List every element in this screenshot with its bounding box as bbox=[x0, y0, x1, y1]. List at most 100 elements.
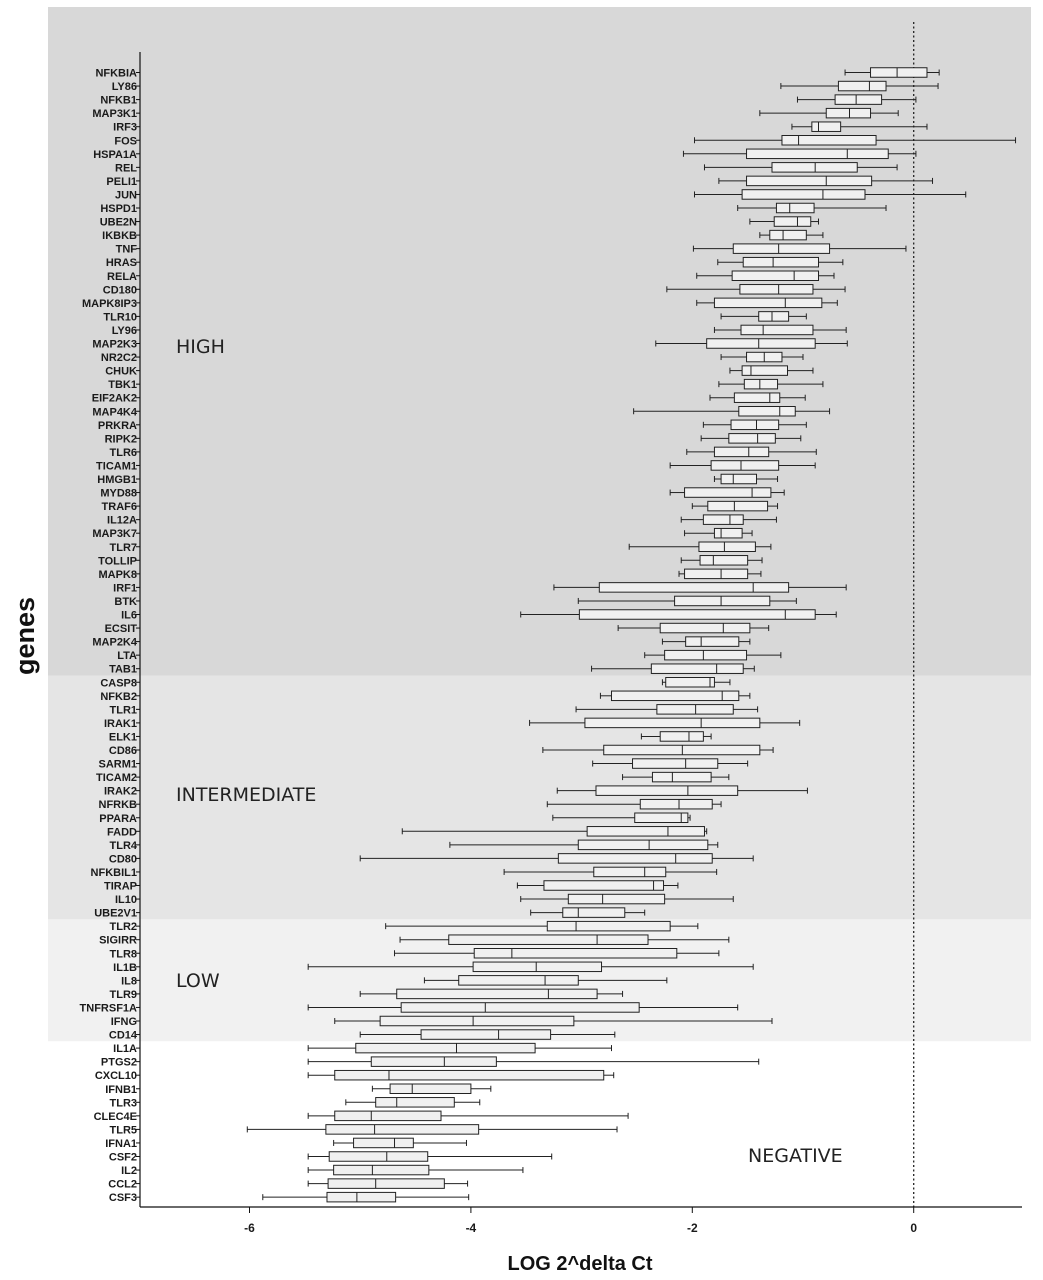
iqr-box-rel bbox=[771, 162, 858, 173]
box-ripk2 bbox=[700, 433, 802, 444]
iqr-box-hspd1 bbox=[775, 202, 815, 214]
gene-label-il1a: IL1A bbox=[113, 1043, 137, 1055]
iqr-box-ly86 bbox=[837, 80, 887, 92]
iqr-box-il1a bbox=[355, 1042, 536, 1054]
gene-label-tab1: TAB1 bbox=[109, 664, 137, 676]
box-tollip bbox=[680, 555, 763, 566]
zone-label-low: LOW bbox=[176, 970, 220, 992]
gene-label-hmgb1: HMGB1 bbox=[97, 474, 137, 486]
box-ly96 bbox=[713, 324, 847, 336]
gene-label-ube2n: UBE2N bbox=[100, 217, 137, 229]
iqr-box-tlr1 bbox=[656, 704, 734, 715]
gene-label-clec4e: CLEC4E bbox=[94, 1111, 137, 1123]
box-ikbkb bbox=[759, 229, 824, 241]
gene-label-elk1: ELK1 bbox=[109, 731, 137, 743]
gene-label-hspa1a: HSPA1A bbox=[93, 149, 137, 161]
iqr-box-il2 bbox=[333, 1164, 430, 1176]
iqr-box-ticam2 bbox=[651, 771, 712, 783]
iqr-box-tnfrsf1a bbox=[400, 1002, 640, 1013]
box-ly86 bbox=[780, 80, 939, 92]
gene-label-irf3: IRF3 bbox=[113, 122, 137, 134]
gene-label-jun: JUN bbox=[115, 189, 137, 201]
iqr-box-chuk bbox=[741, 365, 789, 376]
gene-label-map3k7: MAP3K7 bbox=[92, 528, 137, 540]
gene-label-hras: HRAS bbox=[106, 257, 137, 269]
gene-label-ly96: LY96 bbox=[112, 325, 137, 337]
iqr-box-ripk2 bbox=[728, 433, 776, 444]
x-tick-label: -4 bbox=[466, 1221, 477, 1235]
box-nfrkb bbox=[546, 798, 722, 810]
box-fadd bbox=[401, 826, 708, 837]
box-tnf bbox=[692, 243, 907, 254]
x-axis: -6 -4 -2 0 bbox=[140, 1206, 1022, 1235]
gene-label-fos: FOS bbox=[114, 135, 137, 147]
iqr-box-il6 bbox=[578, 609, 816, 620]
box-ifnb1 bbox=[371, 1083, 492, 1094]
box-sarm1 bbox=[592, 758, 749, 769]
expression-zone-labels: HIGH INTERMEDIATE LOW NEGATIVE bbox=[176, 336, 843, 1167]
iqr-box-tbk1 bbox=[743, 378, 779, 390]
gene-label-ikbkb: IKBKB bbox=[102, 230, 137, 242]
gene-label-rel: REL bbox=[115, 162, 137, 174]
gene-label-sarm1: SARM1 bbox=[98, 759, 137, 771]
gene-label-ccl2: CCL2 bbox=[108, 1179, 137, 1191]
box-btk bbox=[577, 595, 797, 607]
box-nr2c2 bbox=[720, 351, 804, 363]
iqr-box-irak1 bbox=[584, 717, 761, 729]
gene-label-tlr3: TLR3 bbox=[110, 1097, 138, 1109]
iqr-box-hras bbox=[742, 256, 819, 268]
iqr-box-peli1 bbox=[746, 175, 873, 187]
iqr-box-fos bbox=[781, 135, 877, 146]
gene-label-fadd: FADD bbox=[107, 826, 137, 838]
iqr-box-ly96 bbox=[740, 324, 814, 336]
box-ecsit bbox=[617, 622, 770, 634]
gene-label-csf3: CSF3 bbox=[109, 1192, 137, 1204]
iqr-box-rela bbox=[731, 270, 819, 281]
gene-label-tlr1: TLR1 bbox=[110, 704, 138, 716]
box-cd86 bbox=[542, 744, 774, 756]
iqr-box-tlr4 bbox=[577, 839, 709, 851]
gene-label-tlr9: TLR9 bbox=[110, 989, 138, 1001]
gene-label-il2: IL2 bbox=[121, 1165, 137, 1177]
iqr-box-ube2v1 bbox=[562, 907, 626, 918]
box-tlr8 bbox=[394, 948, 720, 959]
gene-label-nfkb2: NFKB2 bbox=[100, 691, 137, 703]
iqr-box-tab1 bbox=[650, 663, 744, 674]
box-map4k4 bbox=[633, 406, 831, 417]
box-ifng bbox=[334, 1015, 773, 1027]
box-ube2n bbox=[749, 216, 819, 227]
iqr-box-mapk8ip3 bbox=[713, 297, 823, 309]
zone-band-high bbox=[48, 7, 1031, 676]
x-axis-title: LOG 2^delta Ct bbox=[507, 1253, 652, 1275]
gene-label-tnfrsf1a: TNFRSF1A bbox=[80, 1002, 138, 1014]
iqr-box-cd180 bbox=[739, 284, 814, 295]
x-tick-label: -2 bbox=[687, 1221, 698, 1235]
y-axis-title: genes bbox=[10, 597, 40, 675]
iqr-box-ifng bbox=[379, 1015, 575, 1027]
box-tnfrsf1a bbox=[307, 1002, 739, 1013]
iqr-box-ikbkb bbox=[769, 229, 807, 241]
box-nfkb1 bbox=[796, 94, 917, 105]
zone-band-intermediate bbox=[48, 675, 1031, 920]
box-tlr1 bbox=[575, 704, 759, 715]
gene-label-tlr2: TLR2 bbox=[110, 921, 138, 933]
gene-label-nr2c2: NR2C2 bbox=[101, 352, 137, 364]
iqr-box-irf1 bbox=[598, 582, 790, 593]
gene-label-il8: IL8 bbox=[121, 975, 137, 987]
box-il6 bbox=[520, 609, 837, 620]
box-myd88 bbox=[669, 487, 785, 498]
box-cd14 bbox=[359, 1029, 616, 1040]
iqr-box-map4k4 bbox=[738, 406, 796, 417]
iqr-box-cd86 bbox=[603, 744, 761, 756]
box-irf3 bbox=[791, 121, 928, 132]
box-tlr4 bbox=[449, 839, 719, 851]
zone-label-intermediate: INTERMEDIATE bbox=[176, 784, 316, 806]
gene-label-sigirr: SIGIRR bbox=[99, 935, 137, 947]
iqr-box-btk bbox=[674, 595, 771, 607]
gene-label-il6: IL6 bbox=[121, 610, 137, 622]
box-ube2v1 bbox=[530, 907, 646, 918]
iqr-box-fadd bbox=[586, 826, 705, 837]
box-traf6 bbox=[691, 500, 779, 512]
iqr-box-il1b bbox=[472, 961, 603, 973]
